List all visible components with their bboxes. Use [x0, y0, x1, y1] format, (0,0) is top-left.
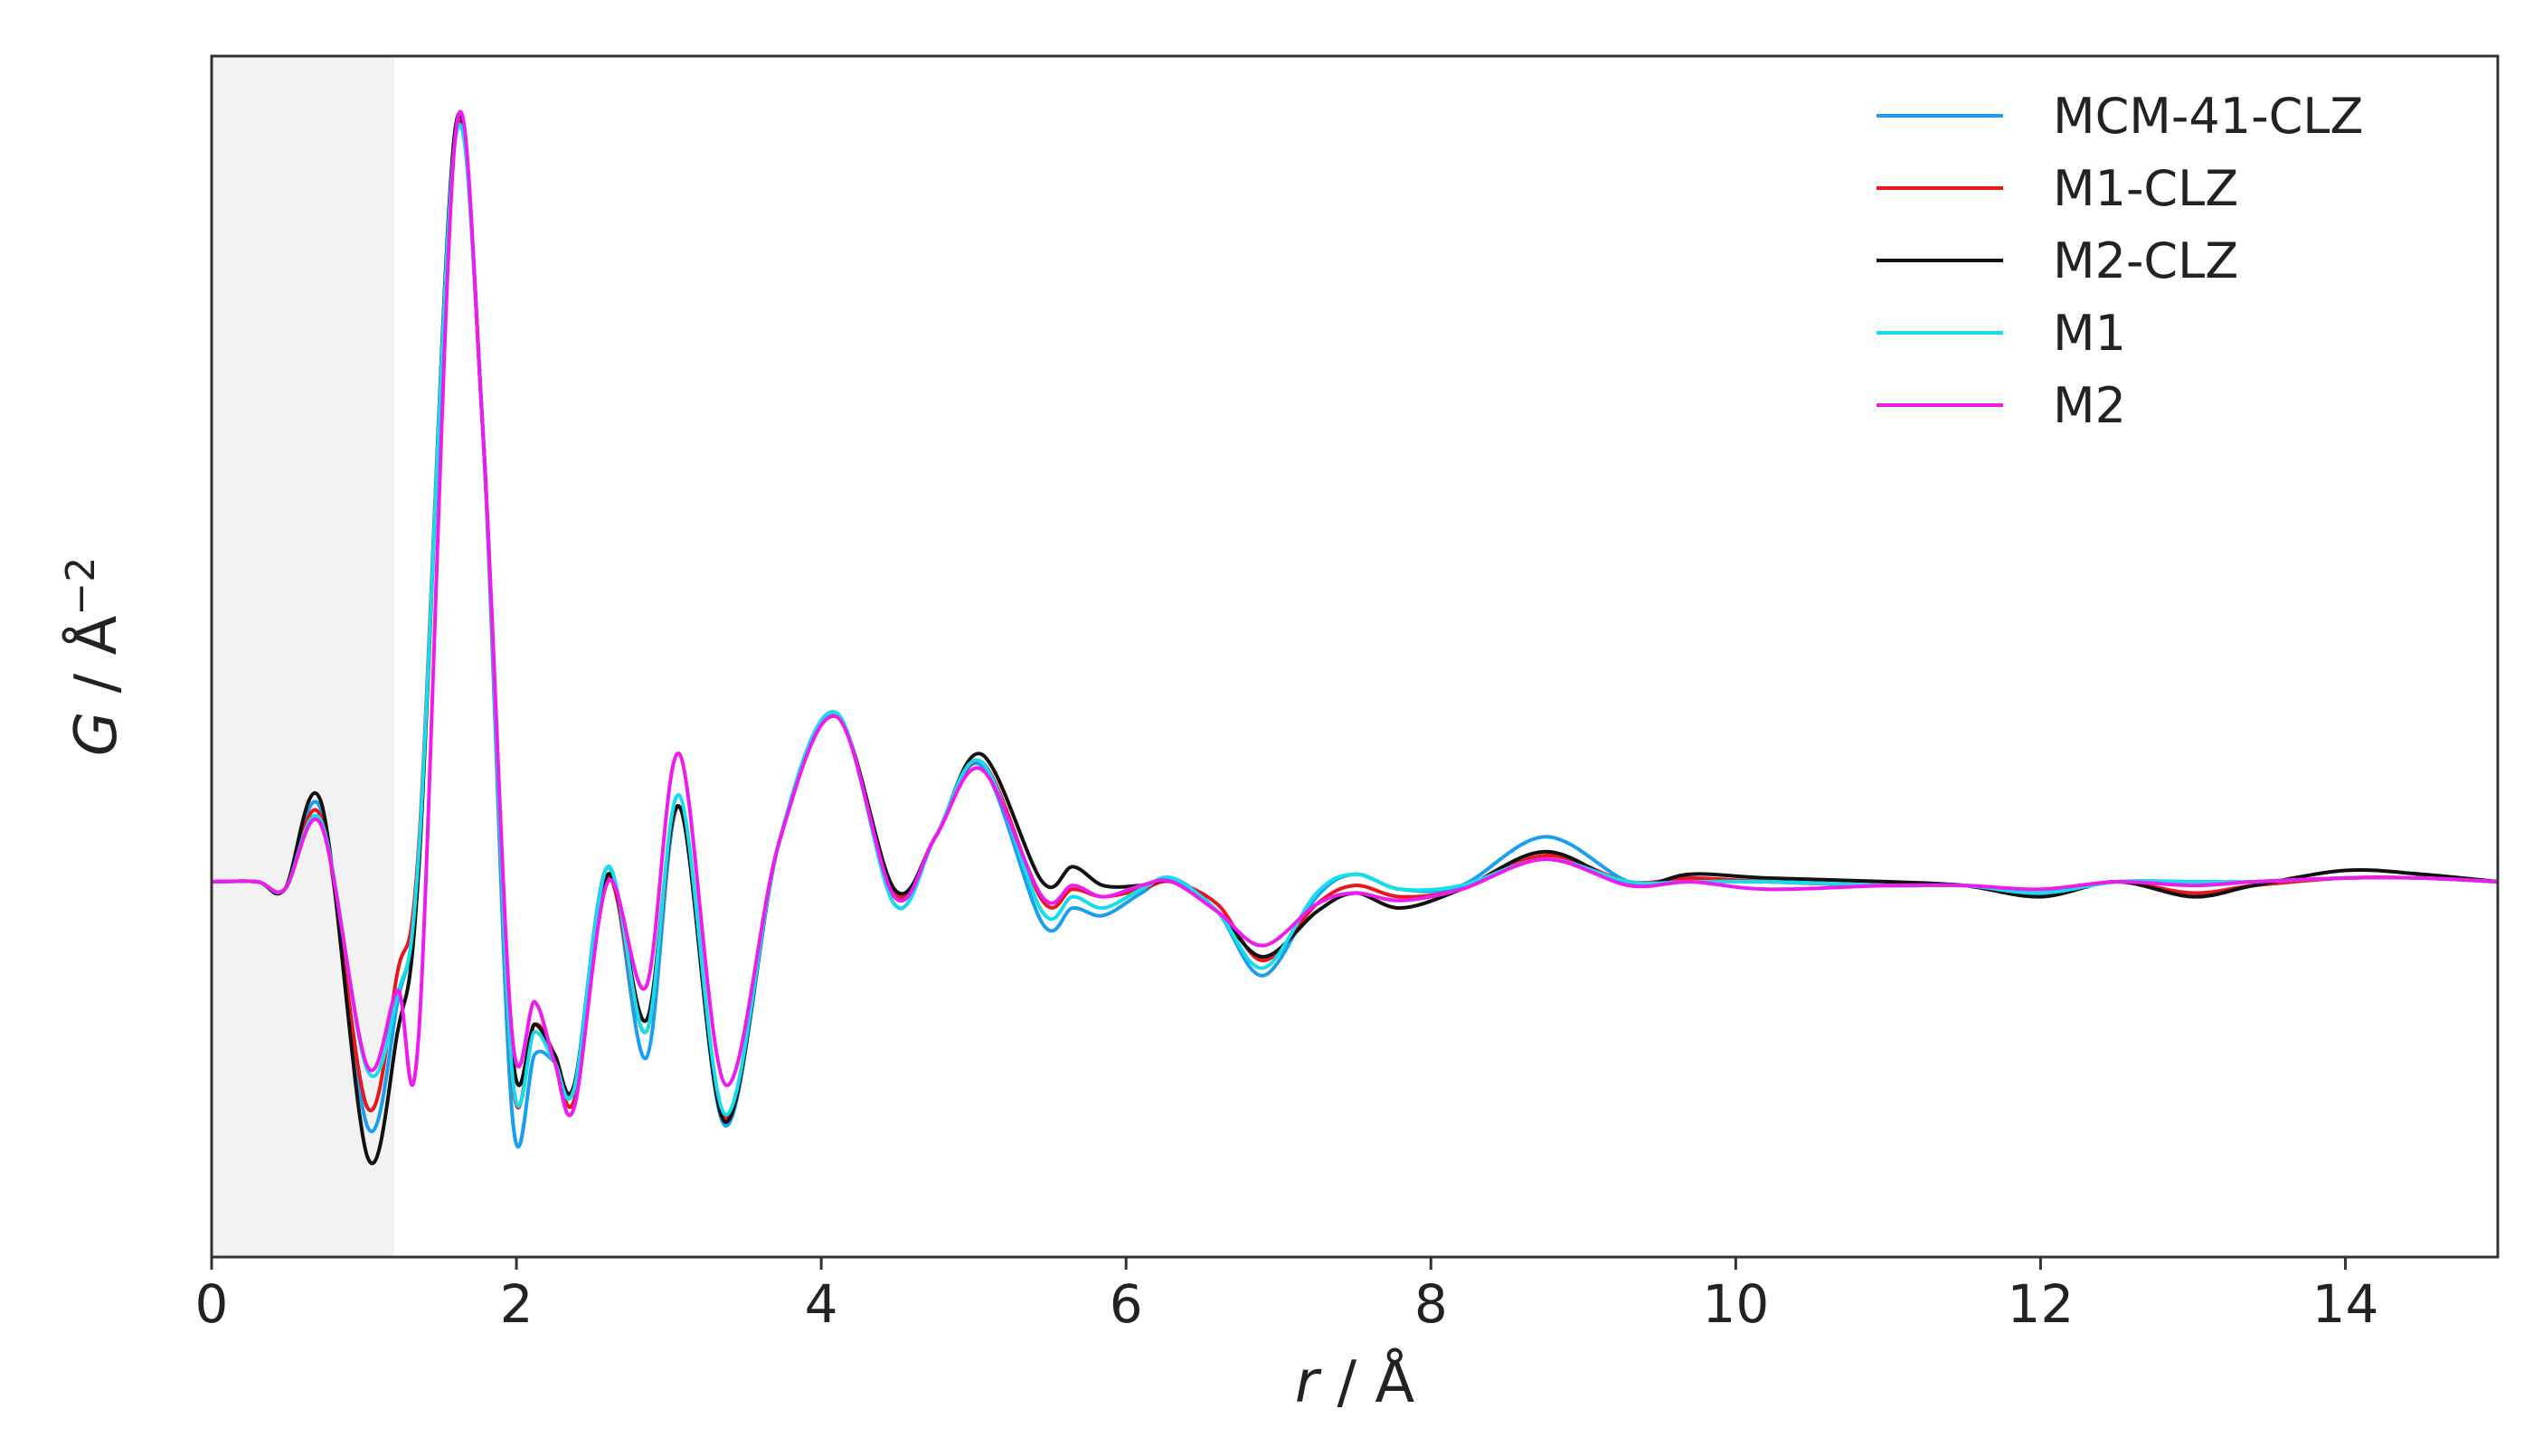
series-layer — [212, 109, 2498, 1166]
legend-label-m1: M1 — [2053, 305, 2126, 362]
x-tick-label: 2 — [500, 1273, 534, 1335]
y-axis-unit: / Å — [61, 615, 130, 711]
x-tick-label: 8 — [1414, 1273, 1448, 1335]
x-axis-label: r / Å — [1295, 1347, 1415, 1416]
y-axis-label: G / Å−2 — [58, 557, 130, 757]
x-tick-label: 14 — [2312, 1273, 2379, 1335]
legend: MCM-41-CLZ M1-CLZ M2-CLZ M1 M2 — [1877, 88, 2363, 434]
x-tick-label: 4 — [805, 1273, 838, 1335]
series-line-m2 — [212, 109, 2498, 1118]
x-tick-label: 10 — [1702, 1273, 1769, 1335]
y-axis-unit-exponent: −2 — [58, 557, 104, 616]
legend-label-m2: M2 — [2053, 377, 2126, 434]
x-axis-unit: / Å — [1319, 1347, 1414, 1416]
x-axis-variable: r — [1295, 1349, 1322, 1416]
legend-label-m1-clz: M1-CLZ — [2053, 160, 2238, 217]
x-tick-label: 0 — [195, 1273, 229, 1335]
shaded-region-layer — [212, 56, 395, 1257]
x-tick-label: 12 — [2007, 1273, 2074, 1335]
legend-label-m2-clz: M2-CLZ — [2053, 232, 2238, 289]
shaded-region — [212, 56, 395, 1257]
x-axis-ticks: 0 2 4 6 8 10 12 14 — [195, 1257, 2379, 1335]
plot-frame — [210, 54, 2500, 1259]
y-axis-variable: G — [63, 712, 130, 757]
x-tick-label: 6 — [1110, 1273, 1143, 1335]
legend-label-mcm-41-clz: MCM-41-CLZ — [2053, 88, 2363, 145]
